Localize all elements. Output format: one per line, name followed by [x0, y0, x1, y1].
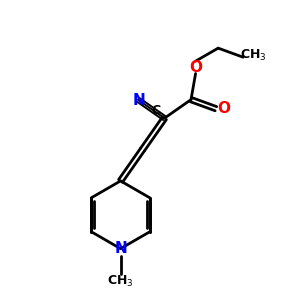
Text: C: C: [152, 104, 160, 117]
Text: CH$_3$: CH$_3$: [107, 274, 134, 290]
Text: O: O: [217, 101, 230, 116]
Text: N: N: [133, 93, 146, 108]
Text: O: O: [189, 60, 202, 75]
Text: CH$_3$: CH$_3$: [240, 48, 267, 63]
Text: N: N: [114, 241, 127, 256]
